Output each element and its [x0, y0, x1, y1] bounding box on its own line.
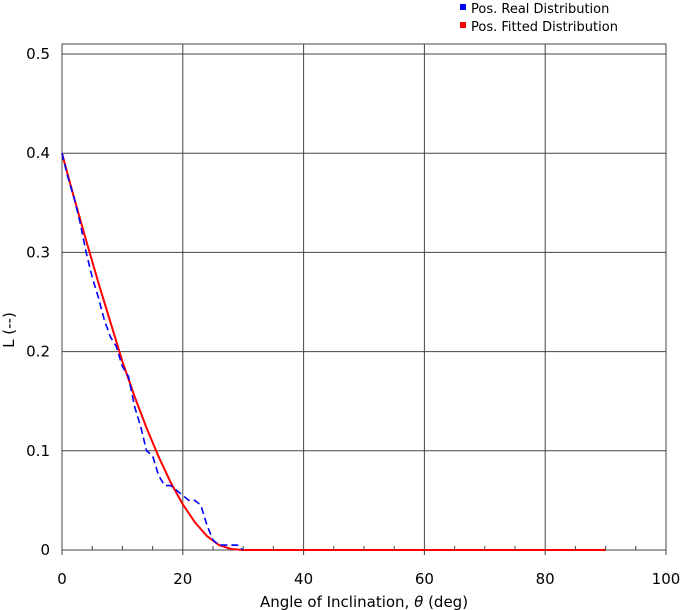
y-tick-label: 0.2 — [26, 343, 50, 361]
x-axis-label: Angle of Inclination, θ (deg) — [260, 593, 468, 610]
x-tick-label: 100 — [652, 570, 681, 588]
plot-background — [62, 44, 666, 550]
x-tick-label: 20 — [173, 570, 192, 588]
ticks: 0 20 40 60 80 100 0 0.1 0.2 0.3 0.4 0.5 — [26, 45, 680, 588]
legend-label-real: Pos. Real Distribution — [471, 2, 609, 17]
legend-swatch-real — [460, 4, 466, 10]
legend-label-fitted: Pos. Fitted Distribution — [471, 20, 618, 35]
x-tick-label: 0 — [57, 570, 67, 588]
y-axis-label: L (--) — [0, 312, 18, 348]
series-layer — [61, 152, 606, 551]
y-tick-label: 0 — [40, 541, 50, 559]
series-line-real — [61, 153, 244, 551]
legend-swatch-fitted — [460, 22, 466, 28]
x-axis-label-symbol: θ — [414, 593, 423, 610]
x-axis-label-suffix: (deg) — [423, 593, 468, 610]
x-tick-label: 80 — [536, 570, 555, 588]
y-tick-label: 0.5 — [26, 45, 50, 63]
y-tick-label: 0.1 — [26, 442, 50, 460]
y-tick-label: 0.4 — [26, 144, 50, 162]
x-tick-label: 40 — [294, 570, 313, 588]
series-line-fitted — [61, 152, 606, 551]
x-axis-label-prefix: Angle of Inclination, — [260, 593, 414, 610]
legend: Pos. Real Distribution Pos. Fitted Distr… — [460, 2, 618, 35]
x-tick-label: 60 — [415, 570, 434, 588]
y-tick-label: 0.3 — [26, 243, 50, 261]
